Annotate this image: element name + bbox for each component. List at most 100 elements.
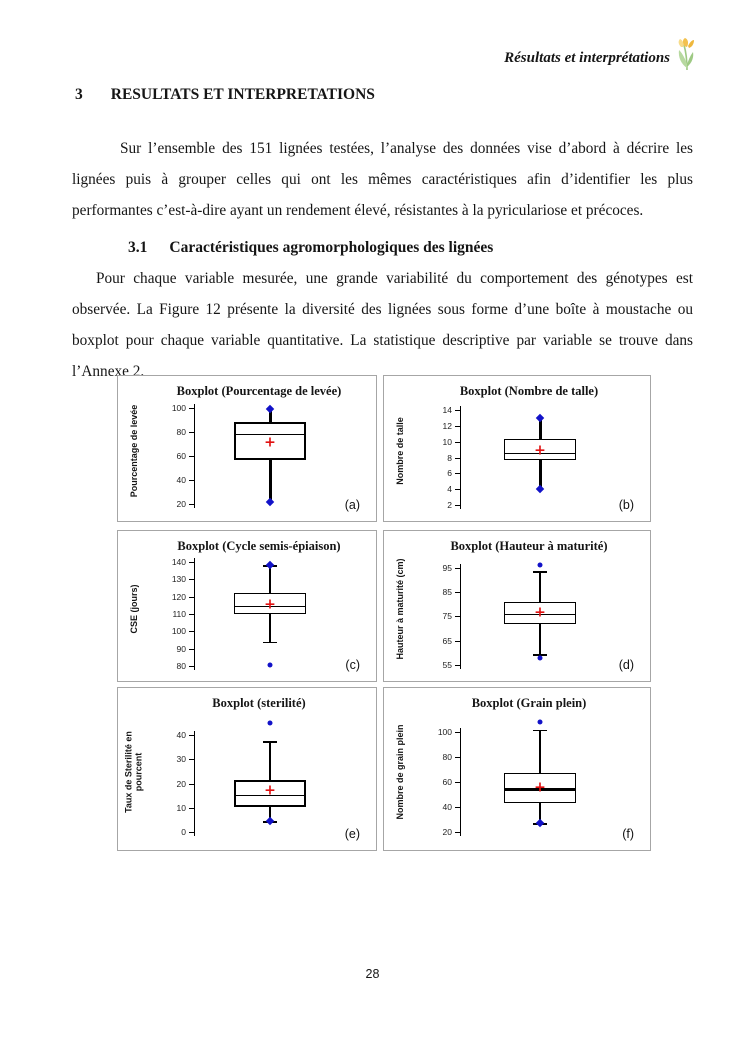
chart-title: Boxplot (Pourcentage de levée) bbox=[176, 384, 342, 398]
y-axis-line bbox=[194, 403, 195, 509]
median-line bbox=[234, 434, 306, 436]
outlier-point bbox=[267, 720, 273, 726]
tick-label: 60 bbox=[176, 450, 186, 461]
box bbox=[234, 593, 306, 614]
axis-tick bbox=[189, 431, 194, 433]
axis-tick bbox=[455, 592, 460, 593]
panel-letter: (c) bbox=[345, 658, 360, 672]
whisker-cap bbox=[533, 729, 547, 732]
boxplot-panel-a: Boxplot (Pourcentage de levée) Pourcenta… bbox=[117, 375, 377, 522]
panel-letter: (e) bbox=[344, 827, 360, 841]
axis-tick bbox=[455, 426, 460, 428]
tick-label: 80 bbox=[442, 752, 452, 763]
running-header-title: Résultats et interprétations bbox=[504, 49, 670, 66]
median-line bbox=[234, 794, 306, 796]
median-line bbox=[234, 606, 306, 608]
y-axis-label: CSE (jours) bbox=[128, 584, 139, 634]
tick-label: 10 bbox=[442, 436, 452, 447]
tick-label: 120 bbox=[171, 591, 186, 602]
outlier-point bbox=[537, 562, 543, 568]
mean-marker: + bbox=[264, 434, 276, 451]
axis-tick bbox=[455, 567, 460, 569]
y-axis-line bbox=[194, 731, 195, 836]
axis-tick bbox=[189, 783, 194, 785]
whisker-cap bbox=[533, 571, 547, 573]
tick-label: 65 bbox=[442, 635, 452, 646]
axis-tick bbox=[455, 616, 460, 618]
lower-whisker bbox=[269, 806, 271, 822]
boxplot-panel-f: Boxplot (Grain plein) Nombre de grain pl… bbox=[383, 687, 651, 851]
outlier-point bbox=[537, 655, 543, 661]
axis-tick bbox=[189, 666, 194, 668]
upper-whisker bbox=[539, 571, 541, 602]
whisker-cap bbox=[533, 654, 547, 656]
axis-tick bbox=[189, 831, 194, 833]
chart-title: Boxplot (Nombre de talle) bbox=[459, 384, 599, 398]
boxplot-panel-c: Boxplot (Cycle semis-épiaison) CSE (jour… bbox=[117, 530, 377, 682]
axis-tick bbox=[455, 732, 460, 734]
figure-boxplot-grid: Boxplot (Pourcentage de levée) Pourcenta… bbox=[117, 375, 651, 851]
axis-tick bbox=[189, 631, 194, 633]
outlier-point bbox=[267, 662, 273, 668]
lower-whisker bbox=[538, 460, 542, 490]
axis-tick bbox=[189, 480, 194, 482]
tick-label: 2 bbox=[447, 500, 452, 511]
panel-letter: (f) bbox=[622, 827, 634, 841]
tick-label: 110 bbox=[172, 609, 186, 619]
tick-label: 12 bbox=[442, 421, 452, 432]
tick-label: 100 bbox=[171, 402, 186, 413]
axis-tick bbox=[455, 757, 460, 759]
tick-label: 40 bbox=[176, 475, 186, 486]
box bbox=[234, 780, 306, 807]
axis-tick bbox=[189, 504, 194, 506]
mean-marker: + bbox=[264, 782, 276, 799]
axis-tick bbox=[189, 735, 194, 737]
tick-label: 20 bbox=[176, 499, 186, 510]
box bbox=[504, 773, 576, 804]
whisker-end-marker bbox=[265, 560, 275, 570]
panel-letter: (a) bbox=[344, 498, 360, 512]
tick-label: 30 bbox=[176, 754, 186, 765]
lower-whisker bbox=[268, 460, 272, 502]
plot-area: 55 65 75 85 95 + bbox=[443, 559, 620, 670]
chart-title: Boxplot (Cycle semis-épiaison) bbox=[177, 539, 341, 553]
axis-tick bbox=[455, 441, 460, 443]
y-axis-label: Hauteur à maturité (cm) bbox=[394, 558, 405, 660]
upper-whisker bbox=[539, 729, 541, 774]
tick-label: 100 bbox=[171, 626, 186, 637]
tick-label: 85 bbox=[442, 587, 452, 597]
tick-label: 0 bbox=[181, 826, 186, 837]
axis-tick bbox=[455, 473, 460, 475]
plot-area: 80 90 100 110 120 130 140 + bbox=[172, 557, 346, 671]
axis-tick bbox=[189, 759, 194, 761]
chart-title: Boxplot (Grain plein) bbox=[471, 696, 587, 710]
paragraph-1: Sur l’ensemble des 151 lignées testées, … bbox=[72, 140, 693, 219]
lower-whisker bbox=[539, 623, 541, 655]
axis-tick bbox=[455, 489, 460, 491]
upper-whisker bbox=[538, 418, 542, 439]
axis-tick bbox=[455, 410, 460, 412]
whisker-end-marker bbox=[535, 413, 545, 423]
tick-label: 60 bbox=[442, 776, 452, 787]
y-axis-line bbox=[460, 563, 461, 670]
mean-marker: + bbox=[534, 778, 546, 795]
plot-area: 2 4 6 8 10 12 14 + bbox=[443, 404, 620, 510]
lower-whisker bbox=[269, 614, 271, 642]
axis-tick bbox=[189, 579, 194, 581]
axis-tick bbox=[455, 665, 460, 667]
plot-area: 20 40 60 80 100 + bbox=[438, 716, 620, 838]
axis-tick bbox=[189, 561, 194, 563]
axis-tick bbox=[455, 781, 460, 783]
upper-whisker bbox=[269, 741, 271, 780]
tick-label: 40 bbox=[176, 730, 186, 741]
running-header: Résultats et interprétations bbox=[504, 38, 699, 72]
section-heading: 3 RESULTATS ET INTERPRETATIONS bbox=[75, 86, 375, 104]
plot-area: 20 40 60 80 100 + bbox=[172, 403, 346, 509]
box bbox=[234, 422, 306, 461]
median-line bbox=[504, 614, 576, 616]
boxplot-panel-b: Boxplot (Nombre de talle) Nombre de tall… bbox=[383, 375, 651, 522]
median-line bbox=[504, 452, 576, 455]
axis-tick bbox=[189, 648, 194, 650]
axis-tick bbox=[455, 457, 460, 459]
paragraph-2: Pour chaque variable mesurée, une grande… bbox=[72, 270, 693, 380]
